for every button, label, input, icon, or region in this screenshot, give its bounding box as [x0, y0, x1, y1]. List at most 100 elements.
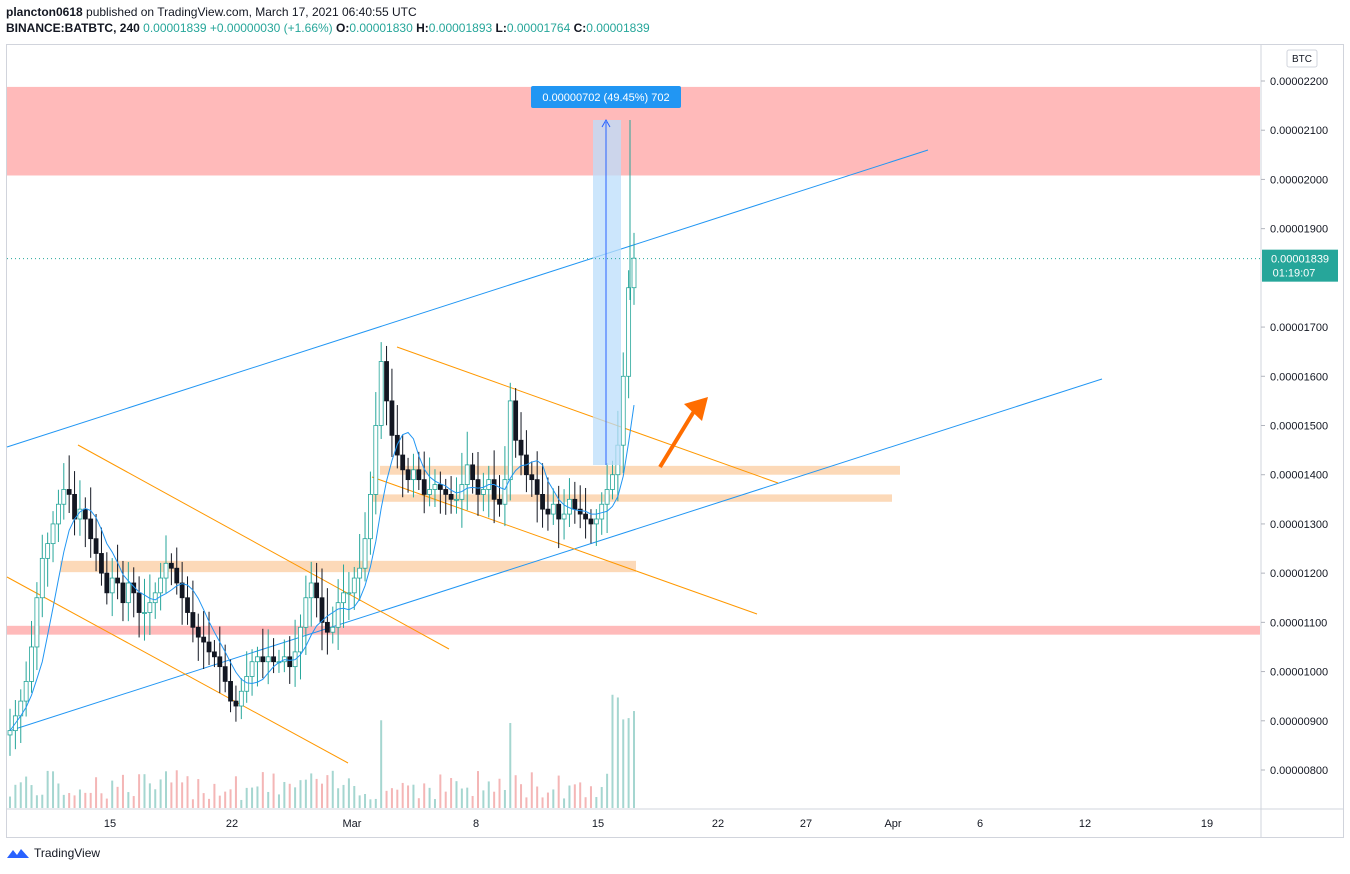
volume-bar — [487, 781, 490, 808]
volume-bar — [272, 773, 275, 808]
candle-body — [314, 582, 320, 599]
price-tick-label: 0.00002000 — [1270, 174, 1328, 186]
footer-brand[interactable]: TradingView — [34, 846, 101, 860]
candle-body — [142, 612, 147, 614]
candle-body — [244, 676, 250, 692]
candle-body — [341, 592, 346, 604]
candle-body — [34, 597, 40, 648]
currency-badge — [1286, 49, 1318, 68]
volume-bar — [552, 789, 555, 808]
volume-bar — [159, 779, 162, 808]
volume-bar — [385, 790, 388, 808]
volume-bar — [294, 787, 297, 808]
volume-bar — [633, 711, 635, 808]
candle-body — [82, 508, 88, 520]
volume-bar — [563, 798, 566, 808]
volume-bar — [369, 799, 372, 808]
volume-bar — [493, 791, 496, 808]
currency-label: BTC — [1292, 54, 1312, 65]
candle-body — [346, 592, 352, 595]
candle-body — [577, 508, 583, 515]
volume-bar — [444, 791, 447, 808]
candle-body — [534, 479, 540, 495]
candle-body — [416, 469, 422, 481]
last-price-badge — [1262, 249, 1338, 282]
candle-body — [427, 489, 432, 495]
volume-bar — [396, 789, 399, 808]
candle-body — [195, 626, 201, 638]
volume-bar — [546, 792, 549, 808]
candle-body — [470, 464, 476, 481]
candle-body — [545, 508, 551, 515]
price-tick-label: 0.00001100 — [1270, 617, 1327, 629]
orange-arrow-head-icon — [684, 397, 708, 421]
overlays: 0.00000702 (49.45%) 702 — [531, 86, 708, 469]
candle-body — [93, 538, 99, 554]
volume-bar — [520, 784, 523, 808]
lower-channel-line — [11, 378, 1103, 731]
volume-bar — [380, 720, 383, 808]
author-name[interactable]: plancton0618 — [6, 5, 83, 19]
candle-body — [378, 361, 384, 426]
volume-bar — [143, 774, 146, 808]
price-tick-label: 0.00001900 — [1270, 224, 1328, 236]
volume-bar — [105, 798, 108, 808]
low-value: 0.00001764 — [506, 21, 571, 35]
price-tick-label: 0.00001000 — [1270, 667, 1328, 679]
open-label: O: — [336, 21, 350, 35]
candle-body — [507, 400, 513, 481]
volume-bar — [509, 722, 512, 808]
candle-body — [115, 577, 120, 584]
candle-body — [233, 700, 239, 707]
volume-bar — [471, 795, 474, 808]
candles — [7, 232, 637, 756]
candle-body — [475, 479, 481, 495]
volume-bar — [390, 788, 393, 808]
volume-bar — [181, 782, 184, 808]
volume-bar — [460, 788, 463, 808]
candle-body — [480, 489, 486, 495]
candle-body — [158, 577, 164, 594]
candle-body — [610, 474, 615, 490]
symbol-line: BINANCE:BATBTC, 240 0.00001839 +0.000000… — [6, 20, 650, 36]
orange-wedge-upper — [77, 444, 450, 650]
volume-bar — [240, 799, 243, 808]
volume-bar — [611, 694, 614, 808]
orange-flag-upper — [396, 346, 779, 484]
volume-bar — [342, 784, 345, 808]
candle-body — [540, 493, 545, 510]
candle-body — [437, 484, 443, 490]
candle-body — [561, 513, 567, 520]
volume-bar — [600, 787, 603, 808]
last-price: 0.00001839 — [143, 21, 207, 35]
candle-body — [109, 577, 115, 594]
candle-body — [249, 661, 255, 677]
volume-bar — [321, 783, 323, 808]
annotation-zones — [7, 86, 1260, 635]
time-tick-label: 27 — [800, 818, 812, 830]
orange-zone — [60, 560, 636, 573]
candle-body — [136, 592, 142, 613]
volume-bar — [52, 771, 55, 808]
volume-bar — [229, 789, 232, 808]
candle-body — [432, 484, 438, 490]
price-tick-label: 0.00000900 — [1270, 716, 1328, 728]
volume-bar — [304, 779, 307, 808]
candle-body — [405, 469, 411, 481]
volume-bar — [568, 785, 571, 808]
volume-bar — [148, 783, 151, 808]
candle-body — [23, 681, 29, 702]
candle-body — [179, 582, 185, 599]
volume-bar — [14, 784, 17, 808]
price-tick-label: 0.00002100 — [1270, 125, 1328, 137]
low-label: L: — [495, 21, 507, 35]
volume-bar — [514, 775, 517, 808]
time-tick-label: 22 — [226, 818, 238, 830]
candle-body — [185, 597, 190, 613]
volume-bar — [423, 783, 426, 808]
candle-body — [99, 553, 104, 574]
volume-bar — [111, 780, 114, 808]
candle-body — [260, 656, 266, 663]
time-tick-label: 15 — [104, 818, 116, 830]
